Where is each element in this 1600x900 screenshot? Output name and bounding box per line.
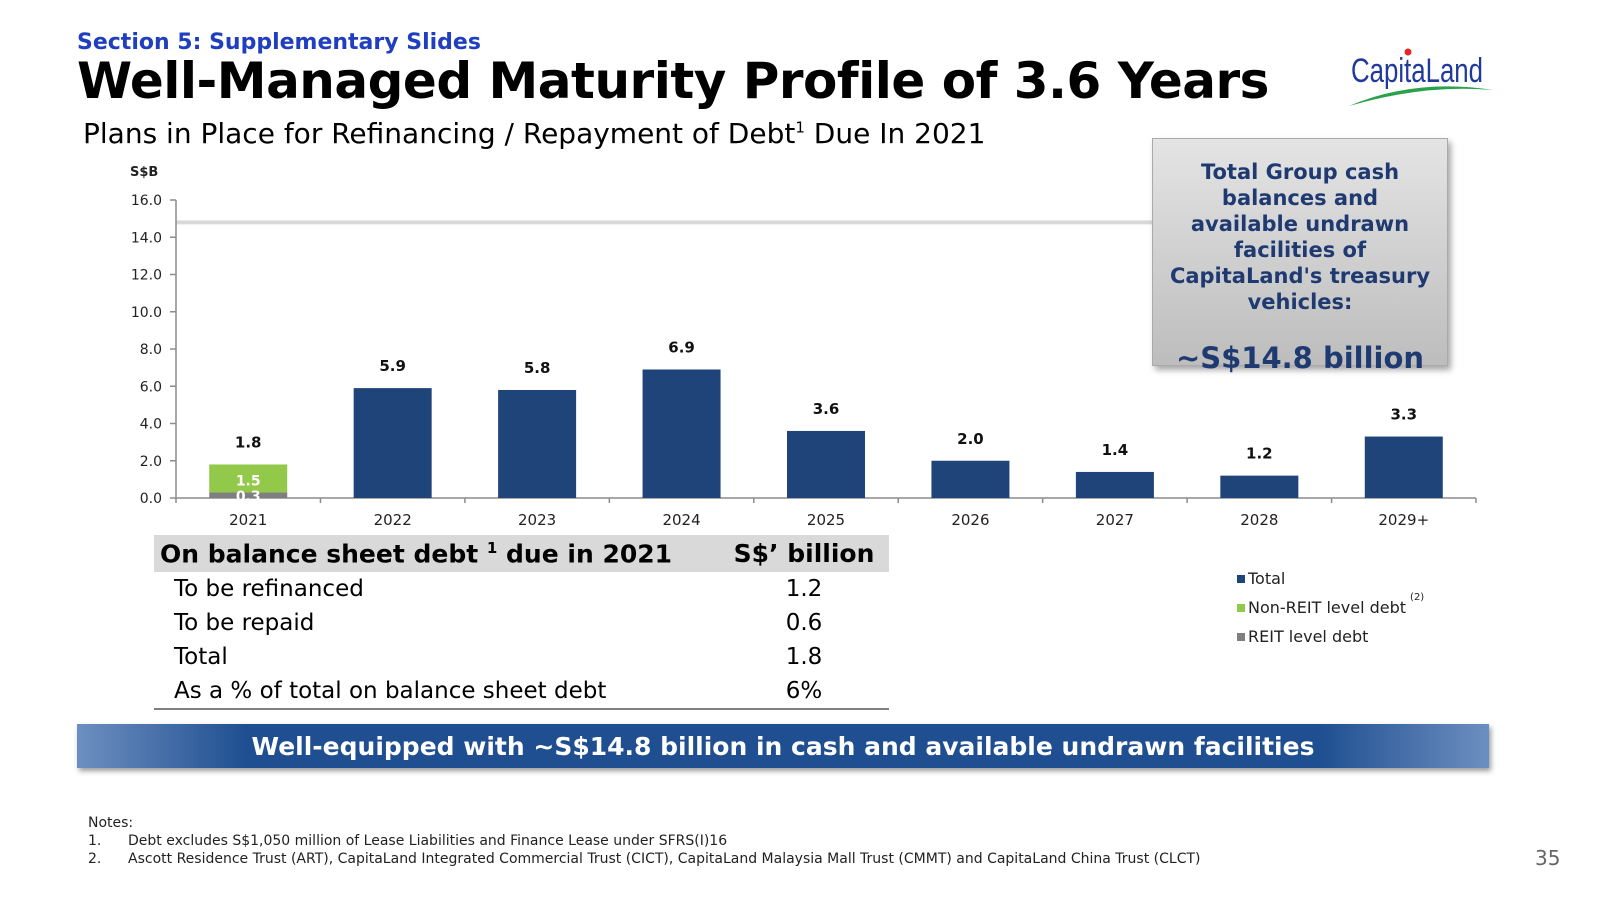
table-header-value: S$’ billion (719, 535, 889, 572)
row-value: 0.6 (785, 610, 823, 636)
y-tick-label: 4.0 (140, 417, 162, 433)
table-header-label: On balance sheet debt 1 due in 2021 (154, 535, 719, 572)
legend-swatch (1237, 632, 1245, 641)
note-number: 2. (88, 851, 102, 867)
table-row: Total 1.8 (154, 640, 889, 674)
chart-layer: 0.0 2.0 4.0 6.0 8.0 10.0 12.0 14.0 16.0 S$B 1.50.3… (130, 165, 1477, 529)
cash-balance-callout: Total Group cash balances and available … (1152, 138, 1448, 375)
table-row: To be refinanced 1.2 (154, 572, 889, 606)
legend-swatch (1237, 574, 1245, 583)
x-tick-label-2025: 2025 (807, 511, 845, 529)
x-tick-label-2029+: 2029+ (1378, 511, 1429, 529)
header-footnote-marker: 1 (486, 538, 498, 557)
legend-label: REIT level debt (1248, 627, 1369, 646)
row-value: 1.2 (785, 576, 823, 602)
y-tick-label: 10.0 (131, 305, 162, 321)
y-tick-label: 14.0 (131, 230, 162, 246)
row-label: Total (174, 644, 228, 670)
data-label-2029+: 3.3 (1390, 406, 1417, 424)
data-label-2023: 5.8 (524, 359, 551, 377)
segment-label-reit: 0.3 (236, 489, 261, 505)
note-text: Debt excludes S$1,050 million of Lease L… (128, 833, 728, 849)
data-label-2022: 5.9 (379, 357, 406, 375)
x-tick-label-2028: 2028 (1240, 511, 1278, 529)
callout-text: Total Group cash balances and available … (1169, 160, 1431, 314)
capitaland-logo: CapitaLand (1349, 48, 1493, 106)
legend-label: Non-REIT level debt (1248, 598, 1407, 617)
row-label: To be refinanced (174, 576, 364, 602)
legend-label: Total (1248, 569, 1286, 588)
bar-total-2029+ (1364, 436, 1443, 498)
data-label-2021: 1.8 (235, 433, 262, 451)
subtitle-end: Due In 2021 (804, 117, 986, 150)
header-label-end: due in 2021 (497, 539, 673, 569)
table-row: To be repaid 0.6 (154, 606, 889, 640)
x-tick-label-2021: 2021 (229, 511, 267, 529)
table-header-row: On balance sheet debt 1 due in 2021 S$’ … (154, 535, 889, 572)
note-text: Ascott Residence Trust (ART), CapitaLand… (128, 851, 1201, 867)
y-tick-label: 0.0 (140, 491, 162, 507)
row-label: To be repaid (174, 610, 315, 636)
footnotes: Notes: 1. Debt excludes S$1,050 million … (88, 814, 1200, 868)
bar-total-2028 (1220, 475, 1299, 498)
note-item: 2. Ascott Residence Trust (ART), CapitaL… (88, 850, 1200, 868)
x-tick-label-2023: 2023 (518, 511, 556, 529)
section-label: Section 5: Supplementary Slides (77, 30, 481, 55)
bar-total-2027 (1075, 471, 1154, 498)
bar-total-2026 (931, 460, 1010, 498)
note-item: 1. Debt excludes S$1,050 million of Leas… (88, 832, 1200, 850)
logo-text: CapitaLand (1351, 52, 1483, 90)
y-tick-label: 2.0 (140, 454, 162, 470)
row-label: As a % of total on balance sheet debt (154, 674, 719, 710)
notes-heading: Notes: (88, 815, 134, 831)
bar-non-reit-2021 (209, 464, 288, 493)
x-tick-label-2026: 2026 (951, 511, 989, 529)
logo-dot (1404, 48, 1412, 56)
row-value: 1.8 (785, 644, 823, 670)
bar-total-2023 (498, 389, 577, 498)
data-label-2028: 1.2 (1246, 445, 1273, 463)
y-tick-label: 8.0 (140, 342, 162, 358)
debt-table: On balance sheet debt 1 due in 2021 S$’ … (154, 535, 889, 710)
data-label-2026: 2.0 (957, 430, 984, 448)
header-label-text: On balance sheet debt (160, 539, 487, 569)
slide-title: Well-Managed Maturity Profile of 3.6 Yea… (77, 52, 1269, 110)
note-number: 1. (88, 833, 102, 849)
logo-swoosh (1349, 86, 1493, 106)
y-tick-label: 16.0 (131, 193, 162, 209)
legend-footnote: (2) (1410, 592, 1425, 603)
legend-item-total: Total (1237, 564, 1424, 593)
data-label-2025: 3.6 (813, 400, 840, 418)
y-axis-unit-label: S$B (130, 165, 158, 180)
legend-item-non-reit: Non-REIT level debt (2) (1237, 592, 1425, 622)
y-tick-label: 6.0 (140, 379, 162, 395)
bar-total-2022 (353, 388, 432, 498)
bar-total-2025 (787, 430, 865, 498)
slide-subtitle: Plans in Place for Refinancing / Repayme… (83, 117, 985, 150)
y-tick-label: 12.0 (131, 268, 162, 284)
bar-reit-2021 (209, 492, 288, 498)
legend-swatch (1237, 603, 1245, 612)
subtitle-footnote-marker: 1 (795, 118, 805, 137)
subtitle-main: Plans in Place for Refinancing / Repayme… (83, 117, 796, 150)
data-label-2024: 6.9 (668, 338, 695, 356)
chart-legend: Total Non-REIT level debt (2) REIT level… (1237, 564, 1424, 651)
page-number: 35 (1535, 846, 1561, 870)
x-tick-label-2024: 2024 (662, 511, 700, 529)
legend-item-reit: REIT level debt (1237, 622, 1424, 651)
callout-value: ~S$14.8 billion (1175, 341, 1425, 375)
table-row: As a % of total on balance sheet debt 6% (154, 674, 889, 710)
data-label-2027: 1.4 (1102, 441, 1129, 459)
row-value: 6% (719, 674, 889, 710)
summary-banner: Well-equipped with ~S$14.8 billion in ca… (77, 724, 1489, 768)
segment-label-non-reit: 1.5 (236, 473, 261, 489)
x-tick-label-2027: 2027 (1096, 511, 1134, 529)
x-tick-label-2022: 2022 (374, 511, 412, 529)
bar-total-2024 (642, 369, 721, 498)
